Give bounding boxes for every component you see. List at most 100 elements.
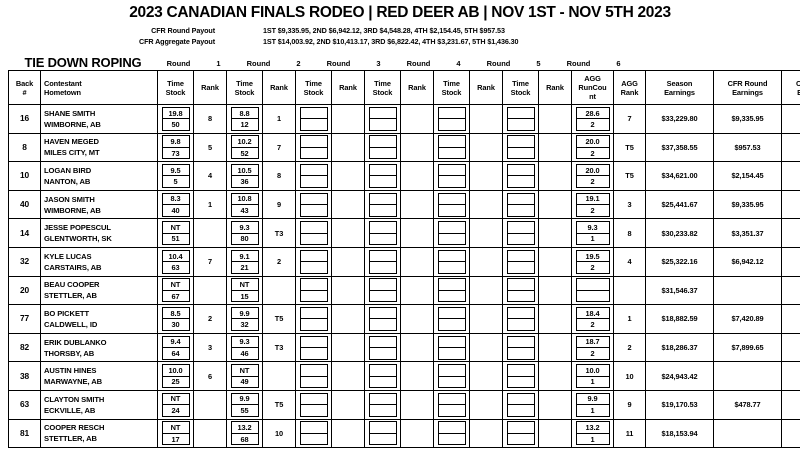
cell-round1-timestock: NT 67	[157, 275, 194, 306]
table-row: 8 HAVEN MEGED MILES CITY, MT 9.8 73 5 10.2 52 7 2…	[8, 132, 800, 163]
payout-summary: CFR Round Payout 1ST $9,335.95, 2ND $6,9…	[0, 25, 800, 47]
cell-round5-rank	[469, 161, 503, 191]
cell-back: 8	[8, 132, 41, 163]
cell-round1-timestock: 8.3 40	[157, 189, 194, 220]
cell-round4-rank	[400, 361, 434, 391]
cell-round3-timestock	[295, 389, 332, 420]
round5-stock	[439, 148, 465, 159]
cell-round5-rank	[469, 189, 503, 220]
round3-time	[300, 279, 327, 291]
contestant-name: KYLE LUCAS	[44, 251, 92, 261]
cell-season-earnings: $19,170.53	[645, 389, 714, 420]
round5-stock	[439, 291, 465, 302]
round1-stock: 73	[171, 148, 180, 158]
round2-stock: 68	[240, 434, 249, 444]
cell-season-earnings: $18,286.37	[645, 332, 714, 363]
cell-round3-rank	[331, 189, 365, 220]
round4-time	[369, 165, 396, 177]
round-word-3: Round	[326, 59, 351, 68]
round3-stock	[301, 291, 327, 302]
cell-round3-rank	[331, 275, 365, 306]
cell-back: 82	[8, 332, 41, 363]
round2-time: 8.8	[231, 108, 258, 120]
cell-contestant: JASON SMITH WIMBORNE, AB	[40, 189, 158, 220]
round2-time: 10.2	[231, 136, 258, 148]
contestant-name: BEAU COOPER	[44, 280, 100, 290]
col-agg-runcount: AGG RunCou nt	[571, 70, 614, 105]
contestant-hometown: CARSTAIRS, AB	[44, 262, 102, 272]
cell-round2-timestock: 10.2 52	[226, 132, 263, 163]
round6-stock	[508, 205, 534, 216]
cell-round2-rank: T3	[262, 332, 296, 363]
cell-round1-rank: 6	[193, 361, 227, 391]
round6-stock	[508, 176, 534, 187]
cell-cfr-round-earnings: $957.53	[713, 132, 782, 163]
cell-round2-rank: 8	[262, 161, 296, 191]
cell-round1-timestock: 9.8 73	[157, 132, 194, 163]
cell-contestant: ERIK DUBLANKO THORSBY, AB	[40, 332, 158, 363]
round3-stock	[301, 319, 327, 330]
round2-time: 10.8	[231, 194, 258, 206]
agg-rank-line1: AGG	[621, 78, 638, 88]
cell-round5-timestock	[433, 304, 470, 334]
cell-round3-rank	[331, 132, 365, 163]
round2-stock: 55	[240, 405, 249, 415]
round3-stock	[301, 262, 327, 273]
cell-contestant: LOGAN BIRD NANTON, AB	[40, 161, 158, 191]
cell-round4-rank	[400, 418, 434, 449]
round6-time	[507, 422, 534, 434]
round4-time	[369, 394, 396, 406]
cell-round4-rank	[400, 161, 434, 191]
round4-stock	[370, 262, 396, 273]
cell-season-earnings: $31,546.37	[645, 275, 714, 306]
round3-time	[300, 337, 327, 349]
contestant-name: AUSTIN HINES	[44, 366, 97, 376]
cell-cfr-agg-earnings	[781, 304, 800, 334]
cell-round1-timestock: NT 17	[157, 418, 194, 449]
cell-round3-timestock	[295, 161, 332, 191]
round4-stock	[370, 348, 396, 359]
round3-stock	[301, 119, 327, 130]
round3-time	[300, 422, 327, 434]
cell-round6-timestock	[502, 218, 539, 248]
round1-stock: 25	[171, 377, 180, 387]
round2-stock: 36	[240, 177, 249, 187]
round3-time	[300, 136, 327, 148]
round-label-strip: Round 1 Round 2 Round 3 Round 4 Round 5 Round 6	[158, 58, 800, 70]
cell-round3-rank	[331, 361, 365, 391]
table-row: 38 AUSTIN HINES MARWAYNE, AB 10.0 25 6 NT 49 10.…	[8, 361, 800, 391]
cell-round3-rank	[331, 161, 365, 191]
cell-round1-timestock: 10.4 63	[157, 246, 194, 277]
cfr-round-line2: Earnings	[732, 87, 763, 97]
cell-round6-rank	[538, 275, 572, 306]
cell-round2-timestock: NT 15	[226, 275, 263, 306]
cell-agg-runcount: 20.0 2	[571, 132, 614, 163]
ts-line2: Stock	[372, 87, 393, 97]
cell-round2-rank: 7	[262, 132, 296, 163]
cell-round6-rank	[538, 304, 572, 334]
cell-cfr-round-earnings: $6,942.12	[713, 246, 782, 277]
aggregate-payout-row: CFR Aggregate Payout 1ST $14,003.92, 2ND…	[0, 36, 800, 47]
round5-time	[438, 308, 465, 320]
round6-time	[507, 165, 534, 177]
agg-rc-line3: nt	[589, 92, 596, 101]
cell-back: 77	[8, 304, 41, 334]
cell-round2-timestock: 9.3 46	[226, 332, 263, 363]
cell-round4-rank	[400, 246, 434, 277]
round2-stock: 46	[240, 348, 249, 358]
round5-stock	[439, 234, 465, 245]
cell-agg-rank: T5	[613, 161, 646, 191]
agg-time: 18.7	[576, 337, 609, 349]
cell-round1-rank: 2	[193, 304, 227, 334]
cell-round4-rank	[400, 104, 434, 134]
round5-time	[438, 279, 465, 291]
cell-round6-timestock	[502, 161, 539, 191]
cell-cfr-round-earnings: $478.77	[713, 389, 782, 420]
round3-time	[300, 194, 327, 206]
cell-round5-rank	[469, 104, 503, 134]
round-payout-row: CFR Round Payout 1ST $9,335.95, 2ND $6,9…	[0, 25, 800, 36]
round1-stock: 51	[171, 234, 180, 244]
agg-time: 9.3	[576, 222, 609, 234]
contestant-hometown: ECKVILLE, AB	[44, 405, 96, 415]
cell-season-earnings: $18,153.94	[645, 418, 714, 449]
